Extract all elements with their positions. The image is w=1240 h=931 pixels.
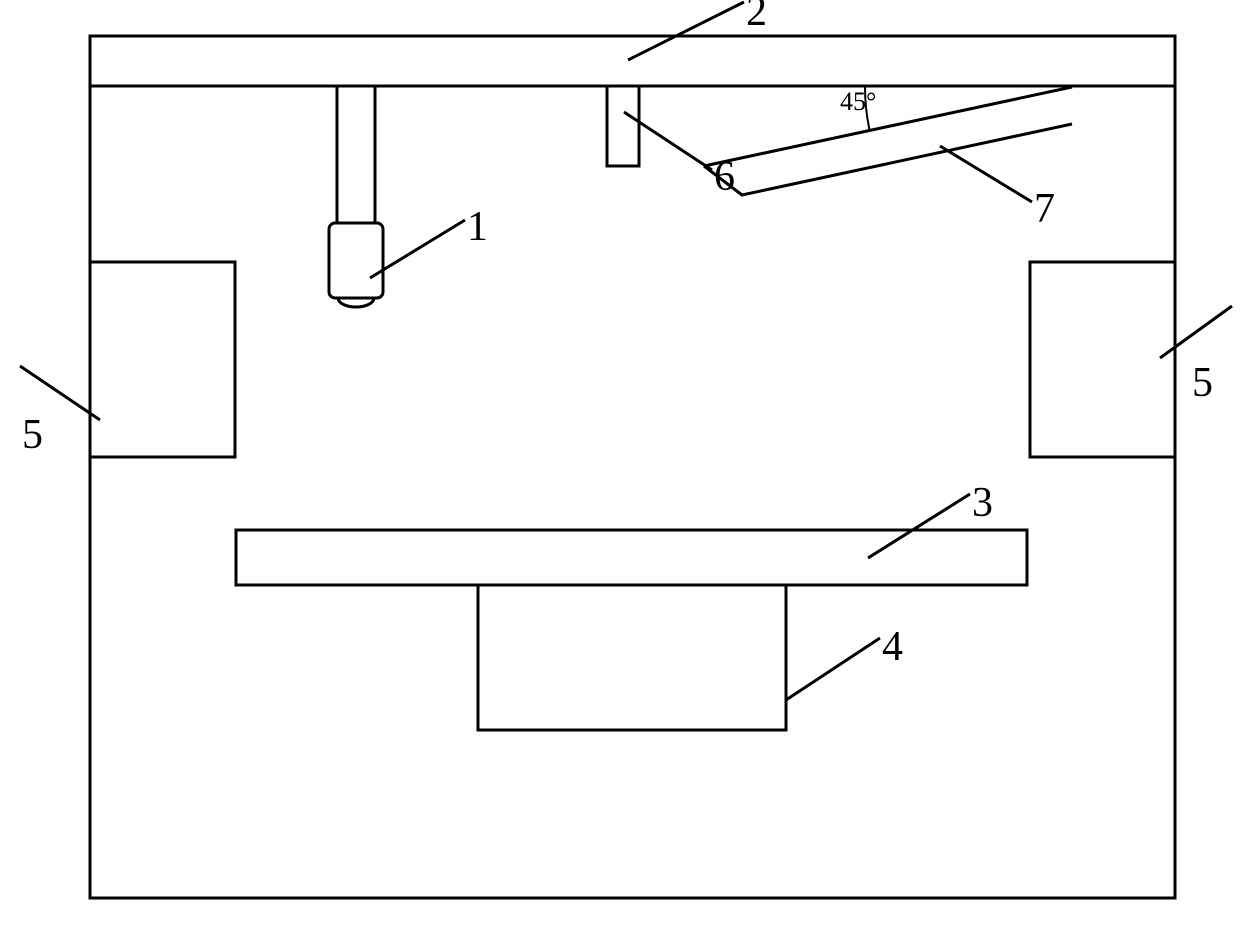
tool-body <box>329 223 383 298</box>
leader-line-6 <box>624 112 712 170</box>
leader-label-5: 5 <box>22 412 43 458</box>
table <box>236 530 1027 585</box>
leader-label-1: 1 <box>467 204 488 250</box>
side-block-left <box>90 262 235 457</box>
leader-line-5b <box>1160 306 1232 358</box>
pedestal <box>478 585 786 730</box>
small-post <box>607 86 639 166</box>
angled-ramp <box>704 87 1072 195</box>
leader-label-2: 2 <box>746 0 767 35</box>
leader-label-3: 3 <box>972 480 993 526</box>
leader-label-5b: 5 <box>1192 360 1213 406</box>
leader-label-7: 7 <box>1034 186 1055 232</box>
tool-shaft <box>337 86 375 223</box>
leader-line-3 <box>868 494 970 558</box>
leader-label-6: 6 <box>714 154 735 200</box>
side-block-right <box>1030 262 1175 457</box>
leader-line-7 <box>940 146 1032 202</box>
leader-label-4: 4 <box>882 624 903 670</box>
leader-line-4 <box>786 638 880 700</box>
angle-label: 45° <box>840 87 876 116</box>
leader-line-2 <box>628 2 744 60</box>
